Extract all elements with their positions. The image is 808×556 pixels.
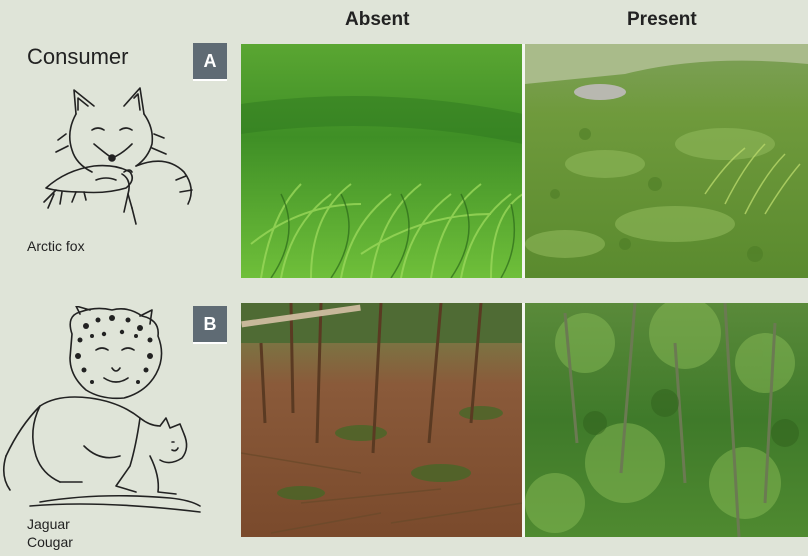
consumer-label-b1: Jaguar [27, 516, 70, 532]
consumer-label-b2: Cougar [27, 534, 73, 550]
consumer-title: Consumer [27, 44, 129, 69]
absent-column-header: Absent [345, 9, 410, 30]
arctic-fox-icon [43, 87, 193, 225]
forest-absent-photo [241, 303, 523, 537]
row-badge-b: B [193, 306, 227, 342]
jaguar-cougar-icon [2, 306, 201, 513]
grassland-present-photo [525, 44, 808, 278]
consumer-label-a: Arctic fox [27, 238, 85, 254]
present-column-header: Present [627, 9, 697, 30]
grassland-absent-photo [241, 44, 523, 278]
row-badge-a: A [193, 43, 227, 79]
forest-present-photo [525, 303, 808, 537]
row-a-divider [522, 44, 525, 278]
row-b-divider [522, 303, 525, 537]
